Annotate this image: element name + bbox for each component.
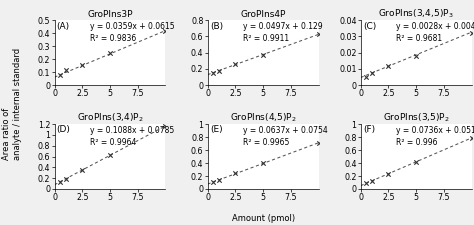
Text: y = 0.0497x + 0.129
R² = 0.9911: y = 0.0497x + 0.129 R² = 0.9911 xyxy=(243,22,323,43)
Point xyxy=(412,160,420,164)
Point xyxy=(62,68,69,72)
Point xyxy=(368,179,375,183)
Point xyxy=(412,54,420,58)
Text: y = 0.0736x + 0.0515
R² = 0.996: y = 0.0736x + 0.0515 R² = 0.996 xyxy=(396,126,474,147)
Point xyxy=(79,168,86,172)
Text: (C): (C) xyxy=(363,22,376,31)
Text: y = 0.1088x + 0.0785
R² = 0.9964: y = 0.1088x + 0.0785 R² = 0.9964 xyxy=(90,126,174,147)
Point xyxy=(106,52,114,55)
Text: (B): (B) xyxy=(210,22,223,31)
Title: GroPIns(4,5)P$_{2}$: GroPIns(4,5)P$_{2}$ xyxy=(229,112,297,124)
Point xyxy=(315,141,322,144)
Point xyxy=(215,69,222,73)
Point xyxy=(259,162,267,165)
Point xyxy=(468,136,474,140)
Text: (F): (F) xyxy=(363,125,375,134)
Title: GroPIns(3,4,5)P$_{3}$: GroPIns(3,4,5)P$_{3}$ xyxy=(378,8,454,20)
Point xyxy=(231,63,239,66)
Point xyxy=(363,75,370,79)
Text: y = 0.0359x + 0.0615
R² = 0.9836: y = 0.0359x + 0.0615 R² = 0.9836 xyxy=(90,22,174,43)
Point xyxy=(384,172,392,176)
Point xyxy=(384,64,392,68)
Point xyxy=(259,53,267,56)
Point xyxy=(468,32,474,35)
Text: y = 0.0637x + 0.0754
R² = 0.9965: y = 0.0637x + 0.0754 R² = 0.9965 xyxy=(243,126,328,147)
Point xyxy=(231,172,239,175)
Title: GroPIns(3,5)P$_{2}$: GroPIns(3,5)P$_{2}$ xyxy=(383,112,450,124)
Point xyxy=(79,63,86,67)
Point xyxy=(106,154,114,157)
Text: Area ratio of
analyte / internal standard: Area ratio of analyte / internal standar… xyxy=(2,47,22,160)
Point xyxy=(162,29,169,33)
Text: y = 0.0028x + 0.0047
R² = 0.9681: y = 0.0028x + 0.0047 R² = 0.9681 xyxy=(396,22,474,43)
Title: GroPIns4P: GroPIns4P xyxy=(240,11,286,20)
Point xyxy=(210,180,217,184)
Point xyxy=(56,73,64,76)
Text: Amount (pmol): Amount (pmol) xyxy=(231,214,295,223)
Title: GroPIns(3,4)P$_{2}$: GroPIns(3,4)P$_{2}$ xyxy=(76,112,144,124)
Text: (D): (D) xyxy=(57,125,71,134)
Point xyxy=(215,178,222,181)
Point xyxy=(56,180,64,184)
Point xyxy=(315,33,322,36)
Point xyxy=(210,71,217,75)
Point xyxy=(62,177,69,180)
Point xyxy=(368,71,375,75)
Title: GroPIns3P: GroPIns3P xyxy=(87,11,133,20)
Point xyxy=(363,181,370,185)
Text: (E): (E) xyxy=(210,125,222,134)
Text: (A): (A) xyxy=(57,22,70,31)
Point xyxy=(162,124,169,128)
